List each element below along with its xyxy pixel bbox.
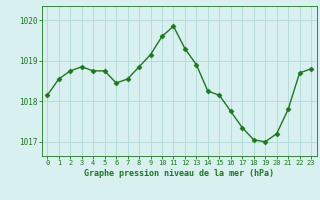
X-axis label: Graphe pression niveau de la mer (hPa): Graphe pression niveau de la mer (hPa) (84, 169, 274, 178)
